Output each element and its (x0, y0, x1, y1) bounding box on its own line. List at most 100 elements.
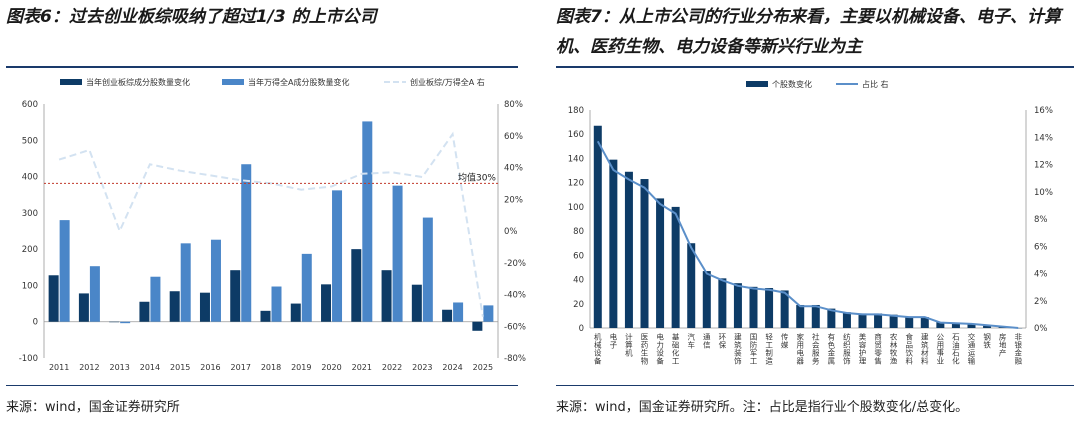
bar-wind-a-change (422, 217, 433, 322)
bar-gem-change (48, 275, 59, 322)
left-figure-title: 图表6：过去创业板综吸纳了超过1/3 的上市公司 (6, 7, 377, 27)
y2-tick-label: 2% (1034, 297, 1048, 307)
x-tick-label: 石油石化 (951, 333, 960, 366)
y2-tick-label: 16% (1034, 106, 1053, 116)
x-tick-label: 交通运输 (967, 332, 976, 366)
y-tick-label: 400 (22, 173, 38, 183)
bar-gem-change (78, 293, 89, 322)
x-tick-label: 美容护理 (858, 332, 867, 365)
x-tick-label: 纺织服饰 (842, 332, 851, 366)
y-tick-label: 160 (568, 130, 584, 140)
y2-tick-label: 0% (1034, 324, 1048, 334)
bar-stock-count-change (593, 125, 602, 328)
bar-stock-count-change (889, 314, 898, 328)
bar-wind-a-change (59, 220, 70, 322)
right-title-divider (556, 66, 1074, 68)
x-tick-label: 计算机 (624, 332, 633, 358)
bar-gem-change (321, 284, 332, 322)
bar-gem-change (381, 270, 392, 322)
bar-gem-change (230, 270, 241, 322)
y2-tick-label: 60% (504, 132, 523, 142)
bar-stock-count-change (842, 312, 851, 328)
x-tick-label: 2024 (442, 363, 462, 372)
x-tick-label: 汽车 (686, 332, 695, 350)
y-tick-label: 60 (573, 251, 584, 261)
x-tick-label: 通信 (702, 332, 711, 350)
x-tick-label: 2011 (49, 363, 69, 372)
legend-swatch-wind-a (222, 79, 244, 85)
x-tick-label: 公用事业 (936, 333, 945, 365)
bar-gem-change (199, 292, 210, 322)
bar-stock-count-change (920, 317, 929, 328)
legend-swatch-gem (60, 79, 82, 85)
bar-wind-a-change (241, 164, 252, 322)
legend-label-ratio: 创业板综/万得全A 右 (410, 77, 485, 87)
y-tick-label: 300 (22, 209, 38, 219)
bar-stock-count-change (858, 313, 867, 328)
bar-stock-count-change (624, 171, 633, 328)
x-tick-label: 2018 (261, 363, 281, 372)
x-tick-label: 社会服务 (811, 332, 820, 366)
bar-stock-count-change (656, 198, 665, 328)
y2-tick-label: -80% (504, 354, 526, 364)
x-tick-label: 2016 (200, 363, 220, 372)
y-tick-label: 20 (573, 300, 584, 310)
bar-wind-a-change (210, 239, 221, 322)
bar-gem-change (411, 284, 422, 322)
bar-gem-change (169, 291, 180, 322)
y2-tick-label: 40% (504, 164, 523, 174)
legend-swatch-count (746, 81, 768, 87)
x-tick-label: 建筑材料 (920, 332, 929, 366)
x-tick-label: 食品饮料 (904, 332, 913, 366)
bar-stock-count-change (640, 179, 649, 328)
x-tick-label: 钢铁 (982, 332, 991, 350)
bar-wind-a-change (362, 121, 373, 322)
bar-stock-count-change (796, 304, 805, 328)
right-source-divider (556, 385, 1074, 386)
bar-wind-a-change (392, 185, 403, 322)
bar-stock-count-change (609, 159, 618, 328)
bar-stock-count-change (811, 304, 820, 328)
bar-wind-a-change (150, 276, 161, 322)
y2-tick-label: 14% (1034, 133, 1053, 143)
y2-tick-label: 0% (504, 227, 518, 237)
x-tick-label: 机械设备 (593, 332, 602, 366)
bar-stock-count-change (827, 308, 836, 328)
y-tick-label: 0 (33, 318, 38, 328)
left-source-note: 来源：wind，国金证券研究所 (6, 400, 180, 415)
x-tick-label: 商贸零售 (873, 332, 882, 366)
bar-gem-change (109, 321, 120, 323)
x-tick-label: 2020 (321, 363, 341, 372)
bar-wind-a-change (271, 286, 282, 322)
bar-stock-count-change (936, 321, 945, 328)
x-tick-label: 2023 (412, 363, 432, 372)
x-tick-label: 有色金属 (827, 332, 836, 366)
bar-wind-a-change (453, 302, 464, 322)
y2-tick-label: -40% (504, 291, 526, 301)
y-tick-label: 500 (22, 136, 38, 146)
legend-label-gem: 当年创业板综成分股数量变化 (86, 77, 190, 87)
left-title-divider (6, 66, 518, 68)
x-tick-label: 医药生物 (640, 333, 649, 366)
right-chart: 0 20 40 60 80 100 120 140 160 180 0% 2% 4% 6% 8% 10% 12%… (568, 79, 1053, 366)
y2-tick-label: 12% (1034, 161, 1053, 171)
bar-wind-a-change (301, 253, 312, 322)
x-tick-label: 农林牧渔 (889, 332, 898, 365)
bar-wind-a-change (89, 266, 100, 322)
share-line (596, 140, 1019, 329)
y-tick-label: 100 (22, 281, 38, 291)
y-tick-label: 600 (22, 100, 38, 110)
bar-stock-count-change (874, 313, 883, 328)
bar-gem-change (442, 309, 453, 322)
bar-wind-a-change (120, 321, 131, 324)
x-tick-label: 2025 (473, 363, 493, 372)
bar-stock-count-change (718, 278, 727, 328)
x-tick-label: 2017 (231, 363, 251, 372)
x-tick-label: 电子 (609, 332, 618, 349)
y-tick-label: 120 (568, 179, 584, 189)
x-tick-label: 2014 (140, 363, 160, 372)
y2-tick-label: 6% (1034, 242, 1048, 252)
left-source-divider (6, 385, 518, 386)
bar-gem-change (290, 303, 301, 322)
x-tick-label: 轻工制造 (764, 332, 773, 366)
